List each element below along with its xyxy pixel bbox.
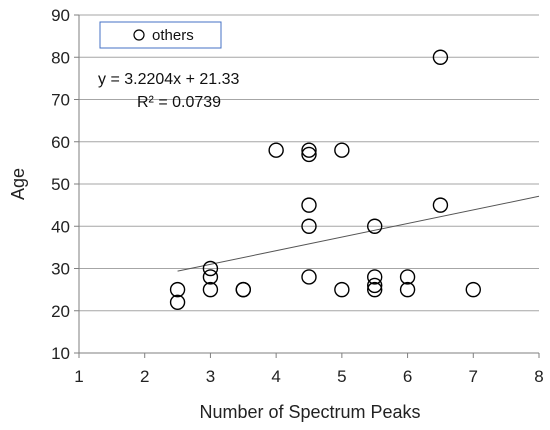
data-point <box>334 142 350 158</box>
legend-marker <box>133 29 145 41</box>
data-point <box>432 197 449 213</box>
data-point <box>367 281 383 298</box>
x-axis-title: Number of Spectrum Peaks <box>199 402 420 422</box>
axes: 10 20 30 40 50 60 70 80 90 1 2 3 4 5 6 7 8 <box>51 6 544 386</box>
data-point <box>301 142 317 158</box>
legend: others <box>99 21 222 49</box>
data-point <box>235 281 251 298</box>
data-point <box>367 269 383 285</box>
y-tick-label: 70 <box>51 91 70 110</box>
x-tick-label: 7 <box>469 367 478 386</box>
data-point <box>399 281 416 298</box>
data-point <box>334 281 350 298</box>
y-tick-label: 60 <box>51 133 70 152</box>
data-point <box>169 294 186 310</box>
legend-label: others <box>152 27 194 44</box>
y-tick-label: 40 <box>51 217 70 236</box>
data-points <box>169 49 481 310</box>
y-tick-label: 90 <box>51 6 70 25</box>
x-tick-label: 1 <box>74 367 83 386</box>
trendline-equation: y = 3.2204x + 21.33 <box>98 71 240 88</box>
x-tick-label: 6 <box>403 367 412 386</box>
data-point <box>432 49 449 65</box>
legend-box <box>99 21 222 49</box>
data-point <box>465 281 481 298</box>
data-point <box>367 218 383 234</box>
y-tick-label: 80 <box>51 48 70 67</box>
x-tick-label: 3 <box>206 367 215 386</box>
y-axis-title: Age <box>8 168 28 200</box>
trendline-group <box>177 195 540 272</box>
data-point <box>202 269 219 285</box>
y-tick-label: 10 <box>51 344 70 363</box>
trendline-r2: R² = 0.0739 <box>137 94 221 111</box>
x-tick-label: 4 <box>271 367 280 386</box>
data-point <box>367 277 383 294</box>
gridlines <box>79 14 539 312</box>
x-tick-label: 2 <box>140 367 149 386</box>
data-point <box>301 197 317 213</box>
data-point <box>301 218 317 234</box>
data-point <box>169 281 186 298</box>
trendline <box>177 195 540 272</box>
y-tick-label: 50 <box>51 175 70 194</box>
y-tick-label: 20 <box>51 302 70 321</box>
x-tick-label: 8 <box>534 367 543 386</box>
data-point <box>301 269 317 285</box>
data-point <box>301 146 317 163</box>
data-point <box>202 260 219 277</box>
x-tick-label: 5 <box>337 367 346 386</box>
data-point <box>268 142 284 158</box>
y-tick-label: 30 <box>51 260 70 279</box>
data-point <box>202 281 219 298</box>
data-point <box>399 269 416 285</box>
